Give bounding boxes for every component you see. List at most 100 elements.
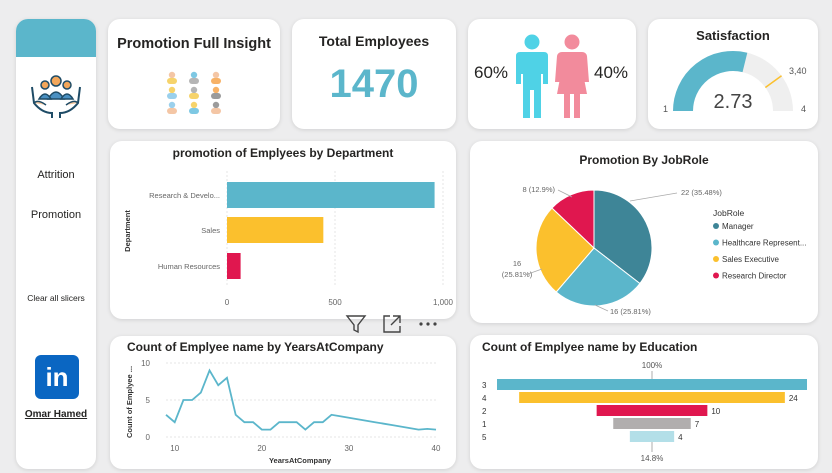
- category-label: Human Resources: [158, 262, 220, 271]
- x-tick-label: 30: [344, 444, 353, 453]
- legend-title: JobRole: [713, 208, 744, 218]
- person-body: [167, 108, 177, 114]
- legend-item[interactable]: Sales Executive: [722, 255, 779, 264]
- gauge-max-label: 4: [801, 104, 806, 114]
- total-employees-title: Total Employees: [318, 33, 430, 49]
- y-axis-title: Department: [123, 210, 132, 252]
- pie-data-label: 8 (12.9%): [522, 185, 555, 194]
- person-head: [190, 71, 198, 79]
- satisfaction-title: Satisfaction: [696, 28, 770, 43]
- promotion-insight-title: Promotion Full Insight: [117, 36, 271, 52]
- promotion-insight-card: Promotion Full Insight: [108, 19, 280, 129]
- pie-leader-line: [629, 192, 678, 202]
- jobrole-chart-card: Promotion By JobRole 22 (35.48%) 16 (25.8…: [470, 141, 818, 323]
- person-body: [211, 78, 221, 84]
- funnel-category-label: 5: [482, 433, 487, 442]
- legend-item[interactable]: Manager: [722, 222, 754, 231]
- satisfaction-card: Satisfaction 2.73 1 4 3,40: [648, 19, 818, 129]
- nav-button-attrition[interactable]: Attrition: [37, 169, 75, 181]
- person-body: [211, 108, 221, 114]
- department-chart-card: promotion of Emplyees by Department 0 500…: [110, 141, 456, 319]
- education-chart-title: Count of Emplyee name by Education: [482, 340, 698, 354]
- legend-item[interactable]: Research Director: [722, 272, 787, 281]
- person-head: [168, 101, 176, 109]
- person-head: [212, 71, 220, 79]
- pie-leader-line: [594, 304, 609, 312]
- female-icon: [555, 34, 589, 118]
- linkedin-icon[interactable]: in: [35, 355, 79, 399]
- team-care-icon: [31, 75, 81, 118]
- gauge-value-label: 2.73: [714, 91, 753, 113]
- satisfaction-gauge: 2.73 1 4 3,40: [663, 51, 807, 114]
- x-tick-label: 0: [225, 298, 230, 307]
- legend-marker: [713, 239, 719, 246]
- x-tick-label: 20: [257, 444, 266, 453]
- sidebar: Attrition Promotion Clear all slicers in…: [16, 19, 96, 469]
- male-percentage: 60%: [474, 63, 509, 82]
- funnel-bottom-label: 14.8%: [641, 454, 664, 463]
- legend-item[interactable]: Healthcare Represent...: [722, 239, 807, 248]
- category-label: Research & Develo...: [149, 191, 220, 200]
- jobrole-pie-chart: 22 (35.48%) 16 (25.81%) 16 (25.81%) 8 (12.9%…: [502, 185, 807, 316]
- x-tick-label: 10: [170, 444, 179, 453]
- pie-slice[interactable]: [535, 207, 595, 293]
- person-body: [167, 93, 177, 99]
- pie-slice[interactable]: [555, 247, 641, 307]
- department-bar-chart: 0 500 1,000 Research & Develo... Sales Human …: [123, 171, 454, 307]
- gauge-min-label: 1: [663, 104, 668, 114]
- years-line-series[interactable]: [165, 368, 437, 431]
- person-body: [189, 78, 199, 84]
- gauge-target-label: 3,40: [789, 66, 807, 76]
- more-options-icon[interactable]: [416, 312, 440, 336]
- pie-slice[interactable]: [551, 189, 595, 250]
- funnel-category-label: 1: [482, 420, 487, 429]
- person-body: [167, 78, 177, 84]
- funnel-bar[interactable]: [497, 379, 807, 390]
- education-funnel-chart: 100% 3 4 24 2 10 1 7 5 4 14.8%: [482, 361, 807, 463]
- clear-slicers-button[interactable]: Clear all slicers: [27, 293, 85, 303]
- x-tick-label: 40: [432, 444, 441, 453]
- funnel-category-label: 3: [482, 381, 487, 390]
- funnel-bar[interactable]: [519, 392, 785, 403]
- legend-marker: [713, 272, 719, 279]
- education-chart-card: Count of Emplyee name by Education 100% 3…: [470, 335, 818, 469]
- y-axis-title: Count of Emplyee ...: [125, 366, 134, 438]
- person-head: [212, 86, 220, 94]
- person-head: [212, 101, 220, 109]
- pie-data-label: 22 (35.48%): [681, 188, 722, 197]
- funnel-value-label: 24: [789, 394, 798, 403]
- funnel-bar[interactable]: [613, 418, 691, 429]
- nav-button-promotion[interactable]: Promotion: [30, 209, 82, 221]
- gauge-target-marker: [764, 75, 782, 89]
- pie-leader-line: [557, 189, 573, 198]
- funnel-bar[interactable]: [596, 405, 708, 416]
- funnel-value-label: 4: [678, 433, 683, 442]
- person-body: [189, 108, 199, 114]
- funnel-value-label: 10: [711, 407, 720, 416]
- department-bar[interactable]: [227, 253, 241, 279]
- funnel-category-label: 4: [482, 394, 487, 403]
- author-link[interactable]: Omar Hamed: [24, 409, 88, 420]
- male-icon: [516, 34, 548, 118]
- category-label: Sales: [201, 226, 220, 235]
- total-employees-card: Total Employees 1470: [292, 19, 456, 129]
- y-tick-label: 0: [146, 433, 151, 442]
- pie-data-label: 16: [513, 259, 521, 268]
- funnel-bar[interactable]: [629, 431, 675, 442]
- legend-marker: [713, 256, 719, 262]
- person-head: [168, 86, 176, 94]
- pie-slice[interactable]: [593, 189, 653, 285]
- female-percentage: 40%: [594, 63, 629, 82]
- department-bar[interactable]: [227, 182, 435, 208]
- years-chart-title: Count of Emplyee name by YearsAtCompany: [127, 340, 384, 354]
- people-group-icon: [167, 71, 221, 114]
- department-chart-title: promotion of Emplyees by Department: [172, 146, 394, 160]
- focus-mode-icon[interactable]: [380, 312, 404, 336]
- filter-icon[interactable]: [344, 312, 368, 336]
- legend-marker: [713, 223, 719, 229]
- department-bar[interactable]: [227, 217, 324, 243]
- pie-leader-line: [527, 268, 543, 275]
- years-chart-card: Count of Emplyee name by YearsAtCompany …: [110, 336, 456, 469]
- person-head: [190, 86, 198, 94]
- x-tick-label: 1,000: [433, 298, 454, 307]
